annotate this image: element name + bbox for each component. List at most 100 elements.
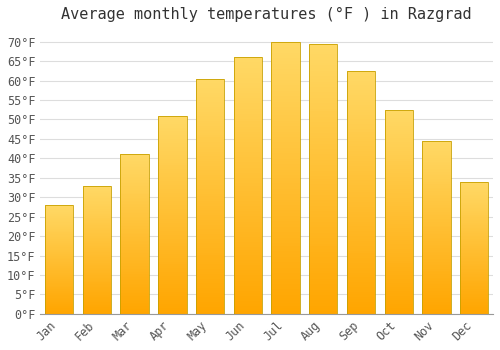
- Bar: [460, 232, 488, 233]
- Bar: [384, 199, 413, 202]
- Bar: [196, 145, 224, 147]
- Bar: [45, 251, 74, 252]
- Bar: [460, 303, 488, 304]
- Bar: [196, 300, 224, 302]
- Bar: [460, 190, 488, 191]
- Bar: [120, 263, 149, 265]
- Bar: [460, 187, 488, 188]
- Bar: [83, 283, 111, 285]
- Bar: [422, 245, 450, 246]
- Bar: [272, 164, 299, 167]
- Bar: [460, 270, 488, 272]
- Bar: [460, 236, 488, 237]
- Bar: [347, 88, 375, 90]
- Bar: [83, 224, 111, 225]
- Bar: [384, 300, 413, 302]
- Bar: [309, 260, 338, 262]
- Bar: [196, 175, 224, 177]
- Bar: [45, 295, 74, 296]
- Bar: [45, 284, 74, 285]
- Bar: [309, 100, 338, 103]
- Bar: [272, 44, 299, 47]
- Bar: [83, 215, 111, 216]
- Bar: [120, 237, 149, 239]
- Bar: [196, 288, 224, 290]
- Bar: [347, 193, 375, 195]
- Bar: [422, 250, 450, 252]
- Bar: [234, 75, 262, 78]
- Bar: [272, 118, 299, 121]
- Bar: [120, 239, 149, 240]
- Bar: [422, 212, 450, 214]
- Bar: [158, 159, 186, 161]
- Bar: [309, 249, 338, 252]
- Bar: [272, 156, 299, 159]
- Bar: [422, 255, 450, 257]
- Bar: [384, 222, 413, 224]
- Bar: [272, 287, 299, 289]
- Bar: [45, 270, 74, 272]
- Bar: [234, 62, 262, 65]
- Bar: [196, 88, 224, 90]
- Bar: [45, 247, 74, 248]
- Bar: [45, 293, 74, 294]
- Bar: [460, 196, 488, 197]
- Bar: [158, 126, 186, 127]
- Bar: [460, 182, 488, 314]
- Bar: [234, 88, 262, 91]
- Bar: [347, 207, 375, 209]
- Bar: [460, 244, 488, 245]
- Bar: [309, 125, 338, 127]
- Bar: [45, 268, 74, 269]
- Bar: [309, 165, 338, 168]
- Bar: [120, 186, 149, 188]
- Bar: [422, 158, 450, 160]
- Bar: [120, 201, 149, 202]
- Bar: [196, 224, 224, 227]
- Bar: [234, 91, 262, 93]
- Bar: [45, 303, 74, 304]
- Bar: [83, 275, 111, 277]
- Bar: [234, 114, 262, 116]
- Bar: [196, 128, 224, 131]
- Bar: [45, 220, 74, 221]
- Bar: [309, 187, 338, 190]
- Bar: [234, 299, 262, 301]
- Bar: [45, 217, 74, 218]
- Bar: [234, 119, 262, 121]
- Bar: [158, 300, 186, 302]
- Bar: [309, 135, 338, 138]
- Bar: [234, 273, 262, 275]
- Bar: [272, 273, 299, 276]
- Bar: [272, 77, 299, 80]
- Bar: [45, 292, 74, 293]
- Bar: [196, 126, 224, 128]
- Bar: [158, 278, 186, 280]
- Bar: [347, 132, 375, 134]
- Bar: [422, 181, 450, 182]
- Bar: [309, 281, 338, 284]
- Bar: [83, 236, 111, 237]
- Bar: [83, 277, 111, 278]
- Bar: [83, 285, 111, 286]
- Bar: [347, 170, 375, 173]
- Bar: [196, 142, 224, 145]
- Bar: [196, 105, 224, 107]
- Bar: [83, 306, 111, 307]
- Bar: [347, 144, 375, 146]
- Bar: [45, 304, 74, 305]
- Bar: [120, 293, 149, 295]
- Bar: [347, 209, 375, 212]
- Bar: [422, 276, 450, 278]
- Bar: [384, 253, 413, 255]
- Bar: [158, 227, 186, 229]
- Bar: [422, 231, 450, 232]
- Bar: [272, 281, 299, 284]
- Bar: [120, 292, 149, 293]
- Bar: [347, 231, 375, 234]
- Bar: [45, 218, 74, 219]
- Bar: [460, 243, 488, 244]
- Bar: [158, 175, 186, 177]
- Bar: [347, 197, 375, 200]
- Bar: [120, 229, 149, 231]
